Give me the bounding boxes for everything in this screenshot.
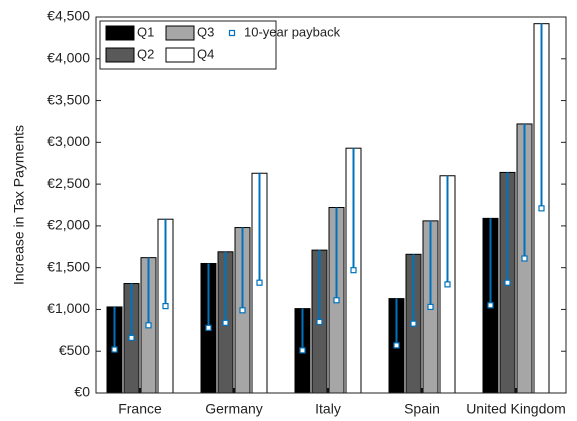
y-tick-label: €3,500 xyxy=(47,91,90,107)
payback-marker xyxy=(239,307,246,314)
y-tick-label: €2,000 xyxy=(47,217,90,233)
legend: Q1 Q2 Q3 Q4 10-year payback xyxy=(99,20,341,70)
y-tick-label: €3,000 xyxy=(47,133,90,149)
payback-marker xyxy=(427,303,434,311)
payback-marker xyxy=(333,297,340,304)
x-tick-label: France xyxy=(118,401,162,417)
payback-marker xyxy=(111,346,118,353)
y-tick-label: €1,500 xyxy=(47,258,90,274)
payback-marker xyxy=(504,279,511,286)
payback-marker xyxy=(205,324,212,331)
y-tick-label: €4,500 xyxy=(47,8,90,24)
payback-marker xyxy=(128,334,135,341)
plot-frame xyxy=(95,16,567,394)
legend-label: Q3 xyxy=(197,24,214,39)
legend-swatch xyxy=(105,25,135,41)
payback-marker xyxy=(538,205,545,212)
legend-swatch xyxy=(105,47,135,63)
payback-marker xyxy=(162,303,169,310)
y-axis-label: Increase in Tax Payments xyxy=(11,125,27,285)
payback-marker xyxy=(444,281,451,288)
legend-label: Q2 xyxy=(137,46,154,61)
legend-label: Q4 xyxy=(197,46,214,61)
y-tick-label: €0 xyxy=(74,384,90,400)
payback-marker xyxy=(521,255,528,262)
legend-label: Q1 xyxy=(137,24,154,39)
x-tick-label: United Kingdom xyxy=(466,401,566,417)
x-tick-label: Spain xyxy=(404,401,440,417)
y-tick-label: €500 xyxy=(59,342,90,358)
payback-marker xyxy=(299,347,306,354)
payback-marker xyxy=(256,279,263,286)
payback-marker xyxy=(410,320,417,327)
payback-marker xyxy=(487,302,494,309)
y-tick-label: €4,000 xyxy=(47,49,90,65)
payback-marker xyxy=(222,319,229,326)
x-tick-label: Italy xyxy=(315,401,341,417)
legend-swatch xyxy=(165,25,195,41)
y-tick-label: €1,000 xyxy=(47,300,90,316)
payback-marker xyxy=(350,267,357,274)
y-tick-label: €2,500 xyxy=(47,175,90,191)
payback-marker xyxy=(316,318,323,326)
legend-swatch xyxy=(165,47,195,63)
x-tick-label: Germany xyxy=(205,401,263,417)
payback-marker xyxy=(145,322,152,329)
legend-label: 10-year payback xyxy=(244,24,341,39)
payback-marker xyxy=(393,342,400,349)
legend-marker xyxy=(228,29,236,37)
